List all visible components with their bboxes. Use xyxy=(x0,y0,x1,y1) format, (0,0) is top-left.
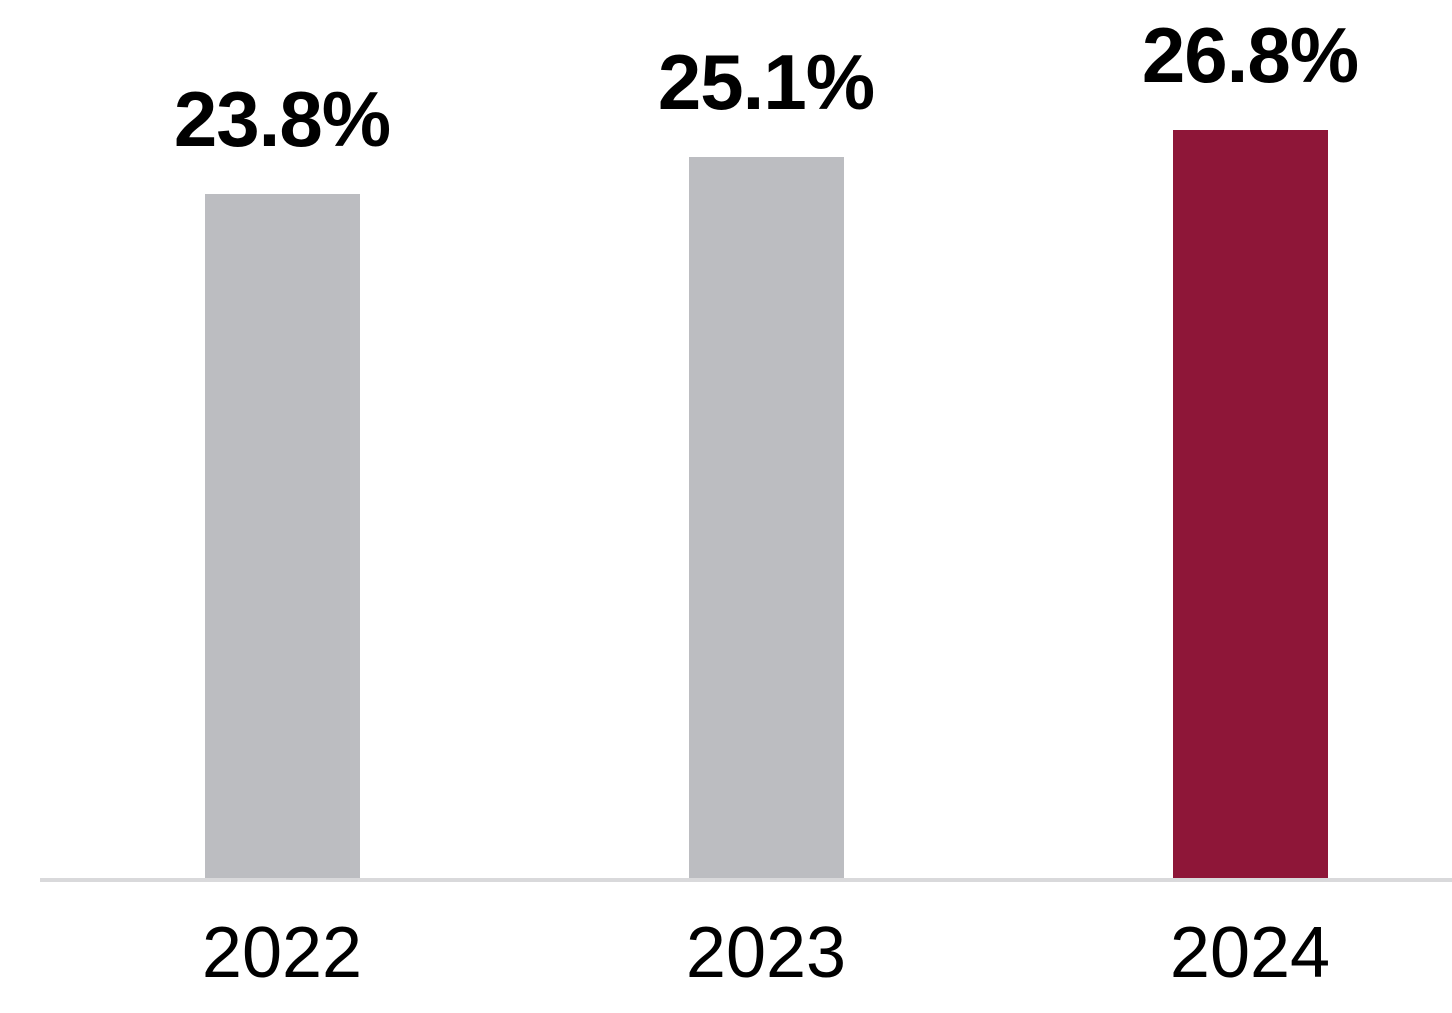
bar-value-label: 25.1% xyxy=(657,38,875,126)
x-axis-line xyxy=(40,878,1452,882)
bar-group: 25.1% xyxy=(524,16,1008,878)
plot-area: 23.8% 25.1% 26.8% xyxy=(40,16,1452,878)
bar xyxy=(204,194,360,878)
bar-value-label: 23.8% xyxy=(173,75,391,163)
bar-group: 26.8% xyxy=(1008,16,1452,878)
x-axis-labels: 2022 2023 2024 xyxy=(40,913,1452,993)
x-axis-tick-label: 2024 xyxy=(1169,913,1331,993)
bar-group: 23.8% xyxy=(40,16,524,878)
x-axis-tick-label: 2023 xyxy=(685,913,847,993)
bar xyxy=(1172,130,1328,878)
bar-value-label: 26.8% xyxy=(1141,16,1359,99)
x-axis-tick-label: 2022 xyxy=(201,913,363,993)
bar-chart: 23.8% 25.1% 26.8% 2022 2023 2024 xyxy=(40,16,1452,997)
bar xyxy=(688,157,844,878)
